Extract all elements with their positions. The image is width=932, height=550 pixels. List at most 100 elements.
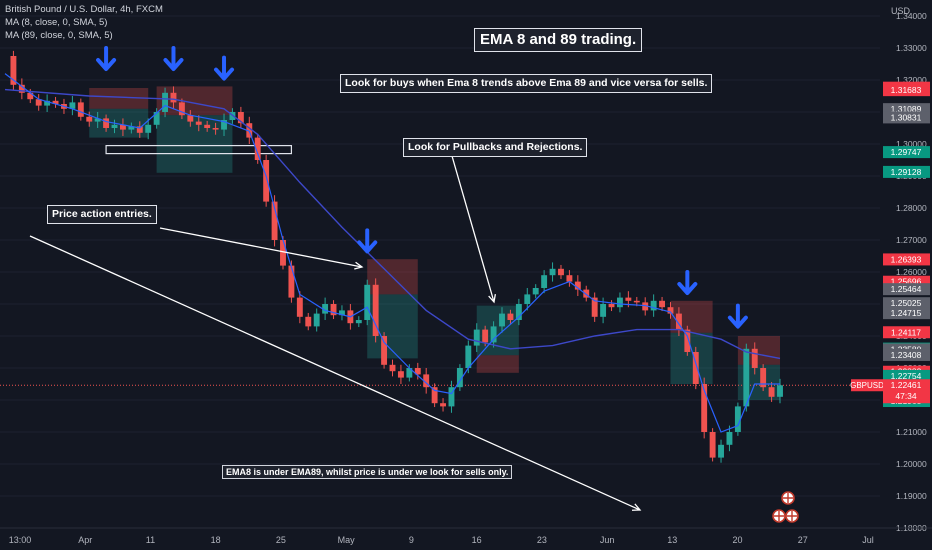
candle-body	[440, 403, 446, 407]
candle-body	[532, 288, 539, 295]
price-label-bg	[883, 369, 930, 382]
candle-body	[625, 297, 632, 301]
price-label-bg	[883, 283, 930, 296]
x-tick-label: 16	[472, 535, 482, 545]
candle-body	[549, 268, 556, 276]
candle-body	[692, 352, 699, 384]
candle-body	[44, 100, 51, 106]
x-tick-label: 20	[733, 535, 743, 545]
pullbacks-arrow-head	[488, 294, 496, 304]
candle-body	[726, 432, 733, 445]
candle-body	[246, 123, 253, 138]
candle-body	[616, 297, 623, 308]
current-price-value: 1.22461	[891, 380, 922, 390]
price-label: 1.25696	[891, 277, 922, 287]
candle-body	[423, 374, 430, 388]
chart-symbol-title: British Pound / U.S. Dollar, 4h, FXCM	[5, 4, 163, 15]
candle-body	[52, 100, 59, 104]
candle-body	[701, 384, 708, 432]
y-tick-label: 1.30000	[896, 139, 927, 149]
y-tick-label: 1.26000	[896, 267, 927, 277]
candle-body	[339, 310, 345, 316]
candle-body	[448, 387, 455, 407]
price-label-bg	[883, 146, 930, 159]
candle-body	[473, 329, 480, 346]
y-tick-label: 1.28000	[896, 203, 927, 213]
candle-body	[322, 304, 329, 314]
x-tick-label: 27	[798, 535, 808, 545]
price-label: 1.25464	[891, 284, 922, 294]
candle-body	[355, 320, 362, 324]
candle-body	[397, 371, 404, 378]
x-tick-label: Apr	[78, 535, 92, 545]
candle-body	[288, 265, 295, 298]
x-tick-label: 11	[146, 535, 155, 545]
rule-annotation: Look for buys when Ema 8 trends above Em…	[340, 74, 713, 93]
y-tick-label: 1.33000	[896, 43, 927, 53]
candle-body	[482, 329, 489, 343]
candle-body	[659, 300, 666, 308]
price-label: 1.30831	[891, 112, 922, 122]
candle-body	[751, 348, 758, 368]
candle-body	[187, 115, 194, 122]
current-price-tag-bg	[883, 379, 930, 404]
price-label-bg	[883, 348, 930, 361]
candle-body	[558, 268, 564, 276]
candle-body	[69, 102, 76, 109]
candle-body	[414, 368, 421, 375]
x-tick-label: May	[338, 535, 356, 545]
bottom-note-annotation: EMA8 is under EMA89, whilst price is und…	[222, 465, 513, 479]
x-tick-label: Jun	[600, 535, 615, 545]
price-label: 1.26393	[891, 254, 922, 264]
candle-body	[718, 444, 724, 458]
candle-body	[35, 99, 42, 106]
price-label-bg	[883, 165, 930, 178]
stop-loss-zone	[476, 355, 519, 373]
candle-body	[760, 368, 767, 388]
candle-body	[86, 116, 93, 122]
candle-body	[650, 300, 657, 311]
candle-body	[178, 102, 185, 116]
price-label: 1.31089	[891, 104, 922, 114]
price-label-bg	[883, 253, 930, 266]
price-action-annotation: Price action entries.	[47, 205, 157, 224]
sell-signal-arrow	[96, 46, 117, 71]
candle-body	[364, 284, 371, 320]
candle-body	[524, 294, 531, 304]
price-label-bg	[883, 326, 930, 339]
take-profit-zone	[670, 332, 713, 384]
ma-slow-legend: MA (89, close, 0, SMA, 5)	[5, 30, 113, 41]
x-tick-label: 13:00	[9, 535, 32, 545]
support-zone	[105, 145, 293, 155]
candle-body	[777, 385, 783, 397]
y-tick-label: 1.34000	[896, 11, 927, 21]
price-label: 1.29747	[891, 147, 922, 157]
candle-body	[709, 432, 716, 458]
flag-cross-icon	[774, 511, 784, 521]
candle-body	[170, 92, 177, 103]
price-action-arrow-head	[354, 261, 364, 270]
candle-body	[574, 281, 581, 290]
candle-body	[507, 313, 514, 320]
y-tick-label: 1.21000	[896, 427, 927, 437]
pullbacks-arrow	[451, 155, 495, 303]
candle-body	[271, 201, 278, 240]
candle-body	[313, 313, 320, 327]
candle-body	[111, 124, 118, 128]
price-label: 1.24715	[891, 308, 922, 318]
candle-body	[77, 102, 84, 117]
sell-signal-arrow	[357, 228, 378, 254]
candle-body	[675, 313, 682, 330]
pullbacks-annotation: Look for Pullbacks and Rejections.	[403, 138, 588, 157]
candle-body	[642, 302, 649, 311]
candle-body	[566, 275, 573, 282]
sell-signal-arrow	[214, 55, 235, 81]
candle-body	[734, 406, 741, 432]
x-tick-label: 9	[409, 535, 414, 545]
flag-cross-icon	[783, 493, 793, 503]
y-tick-label: 1.32000	[896, 75, 927, 85]
price-label: 1.23408	[891, 350, 922, 360]
ma-fast-legend: MA (8, close, 0, SMA, 5)	[5, 17, 108, 28]
candle-body	[221, 120, 227, 130]
candle-body	[162, 92, 169, 112]
